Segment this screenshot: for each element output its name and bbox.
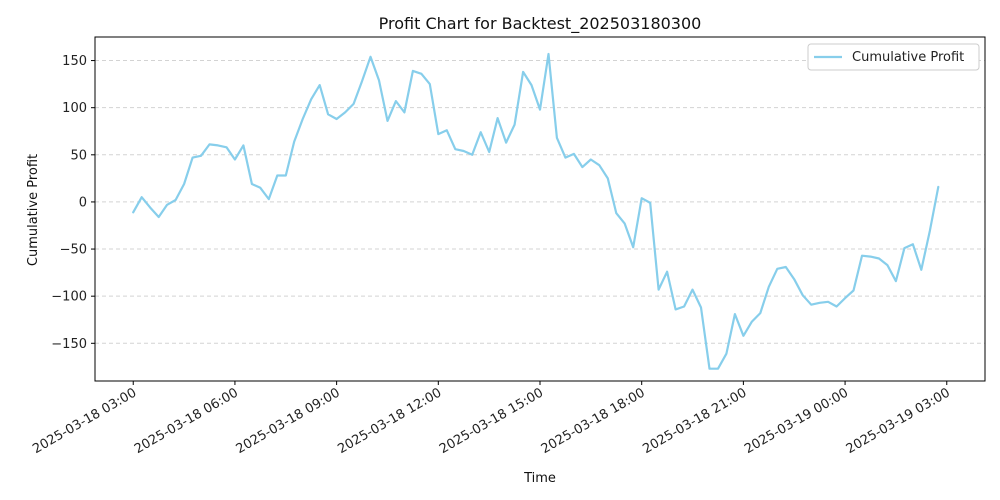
legend-box <box>807 43 980 71</box>
y-tick-label: −50 <box>60 243 87 258</box>
y-tick-label: −150 <box>51 337 87 352</box>
legend-entry-label: Cumulative Profit <box>852 50 964 65</box>
y-tick-label: 100 <box>62 101 87 116</box>
y-tick-label: 0 <box>79 195 87 210</box>
y-tick-label: 50 <box>70 148 87 163</box>
grid-lines <box>95 60 985 344</box>
legend: Cumulative Profit <box>807 43 980 71</box>
y-axis: −150 −100 −50 0 50 100 150 <box>51 54 95 352</box>
y-axis-label: Cumulative Profit <box>26 154 41 266</box>
x-axis-label: Time <box>523 471 556 486</box>
chart-title: Profit Chart for Backtest_202503180300 <box>379 14 702 34</box>
y-tick-label: 150 <box>62 54 87 69</box>
y-tick-label: −100 <box>51 290 87 305</box>
series-line-cumulative-profit <box>132 52 940 370</box>
